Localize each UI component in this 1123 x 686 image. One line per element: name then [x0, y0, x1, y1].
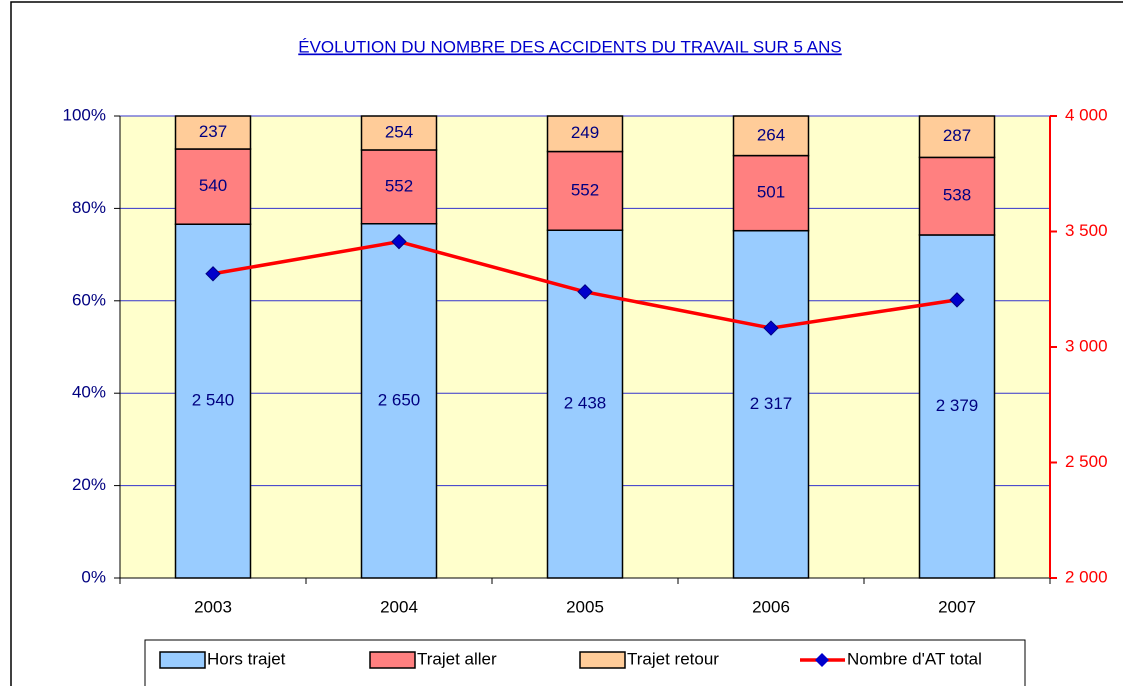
data-label: 2 379	[936, 396, 979, 415]
bar-segment	[546, 115, 624, 153]
x-tick-label: 2003	[194, 597, 232, 616]
y2-tick-label: 2 500	[1065, 452, 1108, 471]
y-tick-label: 0%	[81, 567, 106, 586]
x-tick-label: 2005	[566, 597, 604, 616]
bar-segment	[546, 150, 624, 232]
data-label: 254	[385, 122, 413, 141]
data-label: 2 317	[750, 394, 793, 413]
y2-tick-label: 2 000	[1065, 567, 1108, 586]
data-label: 501	[757, 183, 785, 202]
legend-label: Hors trajet	[207, 649, 286, 668]
legend-swatch	[159, 651, 206, 669]
bar-segment	[732, 154, 810, 232]
bar-segment	[174, 223, 252, 579]
y-tick-label: 40%	[72, 383, 106, 402]
bar-segment	[174, 115, 252, 150]
bar-segment	[732, 115, 810, 157]
data-label: 264	[757, 125, 785, 144]
y-tick-label: 100%	[63, 105, 106, 124]
bar-segment	[732, 229, 810, 579]
data-label: 287	[943, 126, 971, 145]
line-marker	[763, 320, 779, 336]
x-tick-label: 2006	[752, 597, 790, 616]
y2-tick-label: 3 500	[1065, 221, 1108, 240]
legend-marker	[815, 653, 829, 667]
y2-tick-label: 3 000	[1065, 336, 1108, 355]
data-label: 249	[571, 123, 599, 142]
legend-label: Nombre d'AT total	[847, 649, 982, 668]
data-label: 2 650	[378, 390, 421, 409]
legend-label: Trajet aller	[417, 649, 497, 668]
bar-segment	[360, 115, 438, 151]
line-marker	[949, 292, 965, 308]
line-marker	[577, 284, 593, 300]
legend-swatch	[579, 651, 626, 669]
line-marker	[391, 233, 407, 250]
line-marker	[205, 266, 221, 282]
chart-title: ÉVOLUTION DU NOMBRE DES ACCIDENTS DU TRA…	[298, 37, 841, 56]
data-label: 2 540	[192, 391, 235, 410]
x-tick-label: 2004	[380, 597, 418, 616]
bar-segment	[360, 149, 438, 225]
legend-label: Trajet retour	[627, 649, 719, 668]
bar-segment	[174, 148, 252, 225]
bar-segment	[918, 115, 996, 159]
data-label: 237	[199, 122, 227, 141]
legend-swatch	[369, 651, 416, 669]
data-label: 552	[385, 176, 413, 195]
data-label: 538	[943, 186, 971, 205]
data-label: 552	[571, 180, 599, 199]
data-label: 540	[199, 176, 227, 195]
x-tick-label: 2007	[938, 597, 976, 616]
y-tick-label: 60%	[72, 290, 106, 309]
y-tick-label: 80%	[72, 198, 106, 217]
y-tick-label: 20%	[72, 475, 106, 494]
data-label: 2 438	[564, 394, 607, 413]
y2-tick-label: 4 000	[1065, 105, 1108, 124]
